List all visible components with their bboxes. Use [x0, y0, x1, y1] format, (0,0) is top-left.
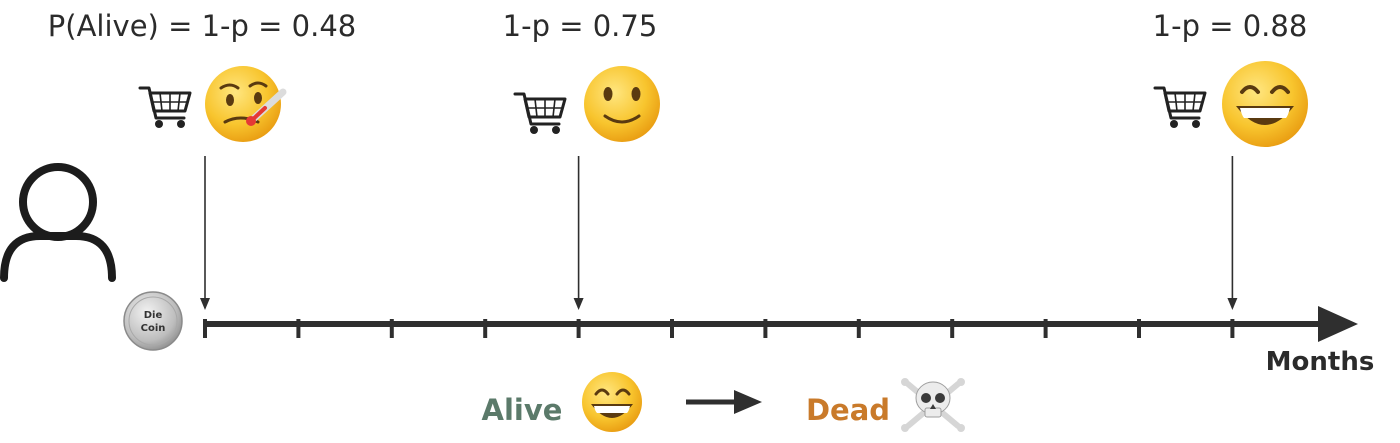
grinning-face-icon: [582, 372, 642, 432]
slightly-smiling-face-icon: [584, 66, 660, 142]
purchase-event-arrowhead: [200, 298, 210, 310]
sick-thermometer-face-icon: [205, 66, 287, 142]
purchase-event-arrowhead: [573, 298, 584, 310]
event-1-probability-label: P(Alive) = 1-p = 0.48: [48, 9, 356, 43]
event-2-probability-label: 1-p = 0.75: [503, 9, 658, 43]
right-arrow-icon: [686, 390, 762, 414]
grinning-face-icon: [1222, 61, 1308, 147]
dead-state-label: Dead: [806, 393, 890, 427]
shopping-cart-icon: [138, 86, 192, 130]
event-3-probability-label: 1-p = 0.88: [1153, 9, 1308, 43]
alive-state-label: Alive: [482, 393, 563, 427]
coin-label-line2: Coin: [141, 323, 166, 334]
user-outline-icon: [0, 163, 116, 282]
event-arrows: [200, 156, 1238, 310]
timeline-ticks: [203, 319, 1235, 338]
timeline-arrowhead: [1318, 306, 1358, 342]
coin-label-line1: Die: [144, 310, 163, 321]
months-axis-label: Months: [1266, 347, 1375, 377]
die-coin-icon: Die Coin: [123, 291, 183, 351]
purchase-event-arrowhead: [1227, 298, 1238, 310]
shopping-cart-icon: [1153, 86, 1207, 130]
skull-crossbones-icon: [901, 378, 965, 432]
shopping-cart-icon: [513, 92, 567, 136]
